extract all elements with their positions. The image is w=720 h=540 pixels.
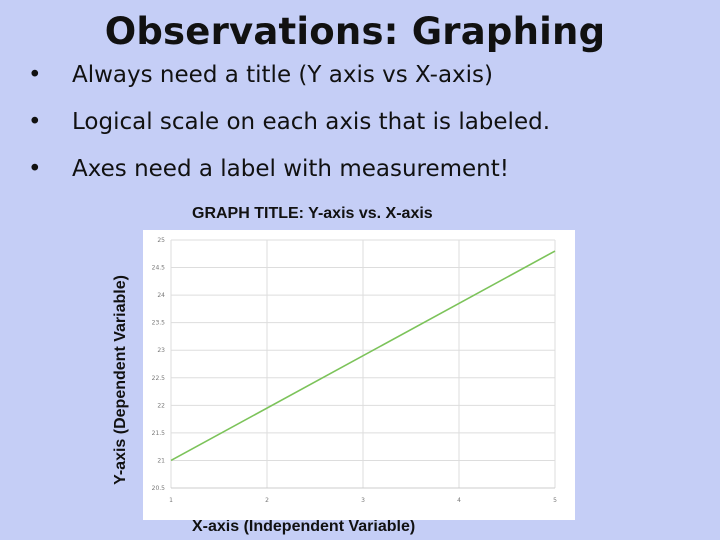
y-axis-label: Y-axis (Dependent Variable) <box>112 275 129 485</box>
bullet-text: Always need a title (Y axis vs X-axis) <box>72 62 493 88</box>
x-tick-label: 4 <box>457 497 461 504</box>
bullet-text: Axes need a label with measurement! <box>72 156 509 182</box>
x-axis-label: X-axis (Independent Variable) <box>192 518 416 535</box>
graph-title: GRAPH TITLE: Y-axis vs. X-axis <box>192 205 433 222</box>
x-tick-label: 1 <box>169 497 173 504</box>
y-tick-label: 24.5 <box>152 265 166 272</box>
grid <box>170 239 556 489</box>
y-tick-label: 20.5 <box>152 485 166 492</box>
x-tick-label: 3 <box>361 497 365 504</box>
y-tick-label: 22 <box>157 402 165 409</box>
bullet-text: Logical scale on each axis that is label… <box>72 109 551 135</box>
bullet-icon: • <box>28 62 42 88</box>
series-line <box>170 250 556 462</box>
plot-background <box>143 230 575 520</box>
y-tick-label: 23.5 <box>152 320 166 327</box>
bullet-icon: • <box>28 156 42 182</box>
y-tick-label: 24 <box>157 292 165 299</box>
series-lines <box>170 250 556 462</box>
bullet-item: • Axes need a label with measurement! <box>28 146 550 193</box>
x-tick-label: 5 <box>553 497 557 504</box>
bullet-list: • Always need a title (Y axis vs X-axis) … <box>28 52 550 193</box>
y-tick-label: 22.5 <box>152 375 166 382</box>
y-tick-label: 23 <box>157 347 165 354</box>
y-tick-label: 21 <box>157 457 165 464</box>
bullet-item: • Always need a title (Y axis vs X-axis) <box>28 52 550 99</box>
x-tick-label: 2 <box>265 497 269 504</box>
slide-title: Observations: Graphing <box>104 10 606 53</box>
y-tick-label: 21.5 <box>152 430 166 437</box>
bullet-icon: • <box>28 109 42 135</box>
bullet-item: • Logical scale on each axis that is labe… <box>28 99 550 146</box>
y-tick-label: 25 <box>157 237 165 244</box>
